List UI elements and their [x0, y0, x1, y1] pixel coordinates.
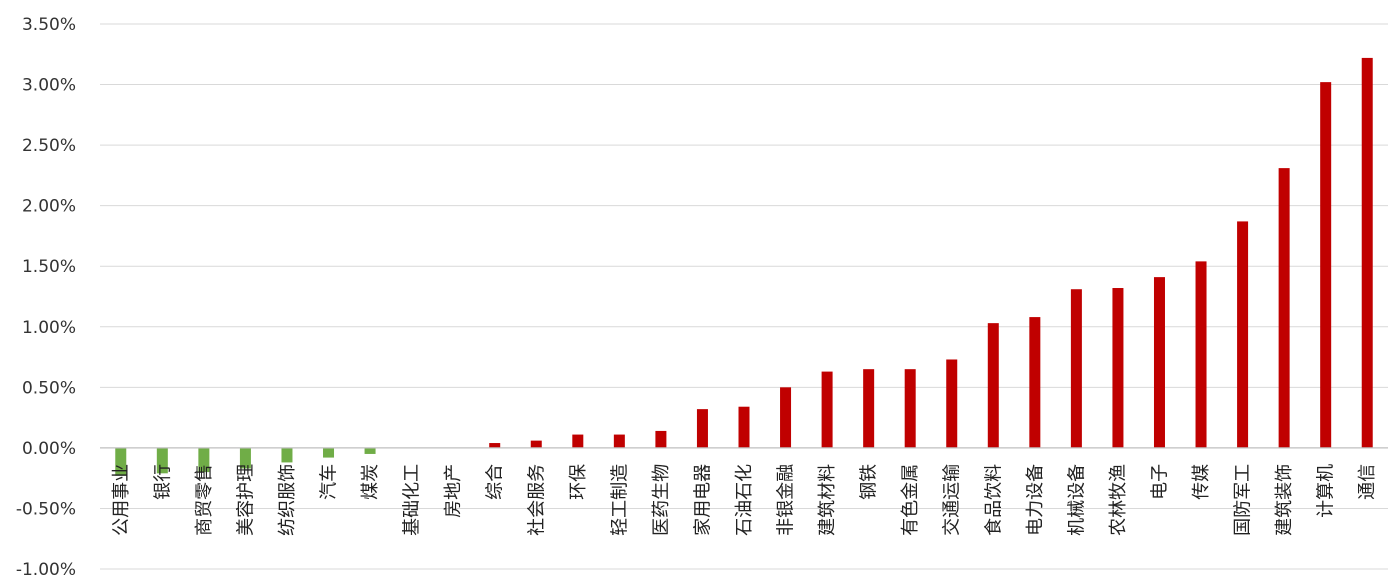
bar-29: [1278, 168, 1290, 448]
y-tick-label: 2.50%: [22, 136, 76, 156]
category-label: 有色金属: [900, 464, 921, 536]
y-tick-label: -1.00%: [16, 560, 76, 575]
bar-27: [1195, 261, 1207, 448]
category-label: 环保: [568, 464, 589, 500]
category-label: 建筑装饰: [1274, 464, 1295, 536]
bar-15: [696, 409, 708, 448]
bar-22: [987, 323, 999, 448]
bar-31: [1361, 57, 1373, 448]
y-tick-label: 3.00%: [22, 76, 76, 96]
category-label: 医药生物: [651, 464, 672, 536]
bar-4: [239, 447, 251, 469]
category-label: 房地产: [443, 464, 464, 518]
bar-11: [530, 440, 542, 448]
category-label: 建筑材料: [817, 464, 838, 536]
category-label: 社会服务: [526, 464, 547, 536]
category-label: 石油石化: [734, 464, 755, 536]
bar-23: [1029, 317, 1041, 448]
category-label: 农林牧渔: [1108, 464, 1129, 536]
category-label: 通信: [1357, 464, 1378, 500]
category-labels: 公用事业 银行 商贸零售 美容护理 纺织服饰 汽车 煤炭 基础化工 房地产 综合 社会服务 环保 轻工制…: [111, 464, 1378, 536]
bar-17: [780, 387, 792, 448]
bar-7: [364, 447, 376, 454]
category-label: 家用电器: [692, 464, 713, 536]
category-label: 交通运输: [942, 464, 963, 536]
category-label: 传媒: [1191, 464, 1212, 500]
bars: [115, 57, 1373, 476]
category-label: 综合: [485, 464, 506, 500]
category-label: 钢铁: [859, 464, 880, 500]
y-tick-label: 1.50%: [22, 257, 76, 277]
category-label: 非银金融: [776, 464, 797, 536]
category-label: 银行: [152, 464, 173, 500]
category-label: 计算机: [1316, 464, 1337, 518]
bar-28: [1237, 221, 1249, 448]
bar-2: [156, 447, 168, 474]
category-label: 轻工制造: [609, 464, 630, 536]
category-label: 电子: [1149, 464, 1170, 500]
bar-26: [1153, 277, 1165, 448]
category-label: 食品饮料: [983, 464, 1004, 536]
y-axis-tick-labels: 3.50% 3.00% 2.50% 2.00% 1.50% 1.00% 0.50% 0.00%…: [16, 15, 76, 575]
bar-25: [1112, 288, 1124, 448]
bar-18: [821, 371, 833, 448]
y-tick-label: 0.00%: [22, 439, 76, 459]
category-label: 电力设备: [1025, 464, 1046, 536]
category-label: 美容护理: [235, 464, 256, 536]
bar-14: [655, 430, 667, 448]
category-label: 汽车: [319, 464, 340, 500]
bar-1: [115, 447, 127, 476]
category-label: 基础化工: [402, 464, 423, 536]
bar-10: [489, 443, 501, 448]
bar-21: [946, 359, 958, 448]
bar-24: [1070, 289, 1082, 448]
category-label: 国防军工: [1233, 464, 1254, 536]
bar-12: [572, 434, 584, 448]
bar-6: [323, 447, 335, 458]
y-tick-label: 2.00%: [22, 197, 76, 217]
bar-19: [863, 369, 875, 448]
category-label: 商贸零售: [194, 464, 215, 536]
category-label: 纺织服饰: [277, 464, 298, 536]
y-tick-label: 3.50%: [22, 15, 76, 35]
bar-3: [198, 447, 210, 473]
category-label: 煤炭: [360, 464, 381, 500]
category-label: 机械设备: [1066, 464, 1087, 536]
bar-30: [1320, 82, 1332, 448]
gridlines: [100, 23, 1388, 570]
bar-13: [613, 434, 625, 448]
bar-20: [904, 369, 916, 448]
y-tick-label: 0.50%: [22, 378, 76, 398]
bar-5: [281, 447, 293, 463]
y-tick-label: -0.50%: [16, 499, 76, 519]
y-tick-label: 1.00%: [22, 318, 76, 338]
category-label: 公用事业: [111, 464, 132, 536]
bar-16: [738, 406, 750, 448]
